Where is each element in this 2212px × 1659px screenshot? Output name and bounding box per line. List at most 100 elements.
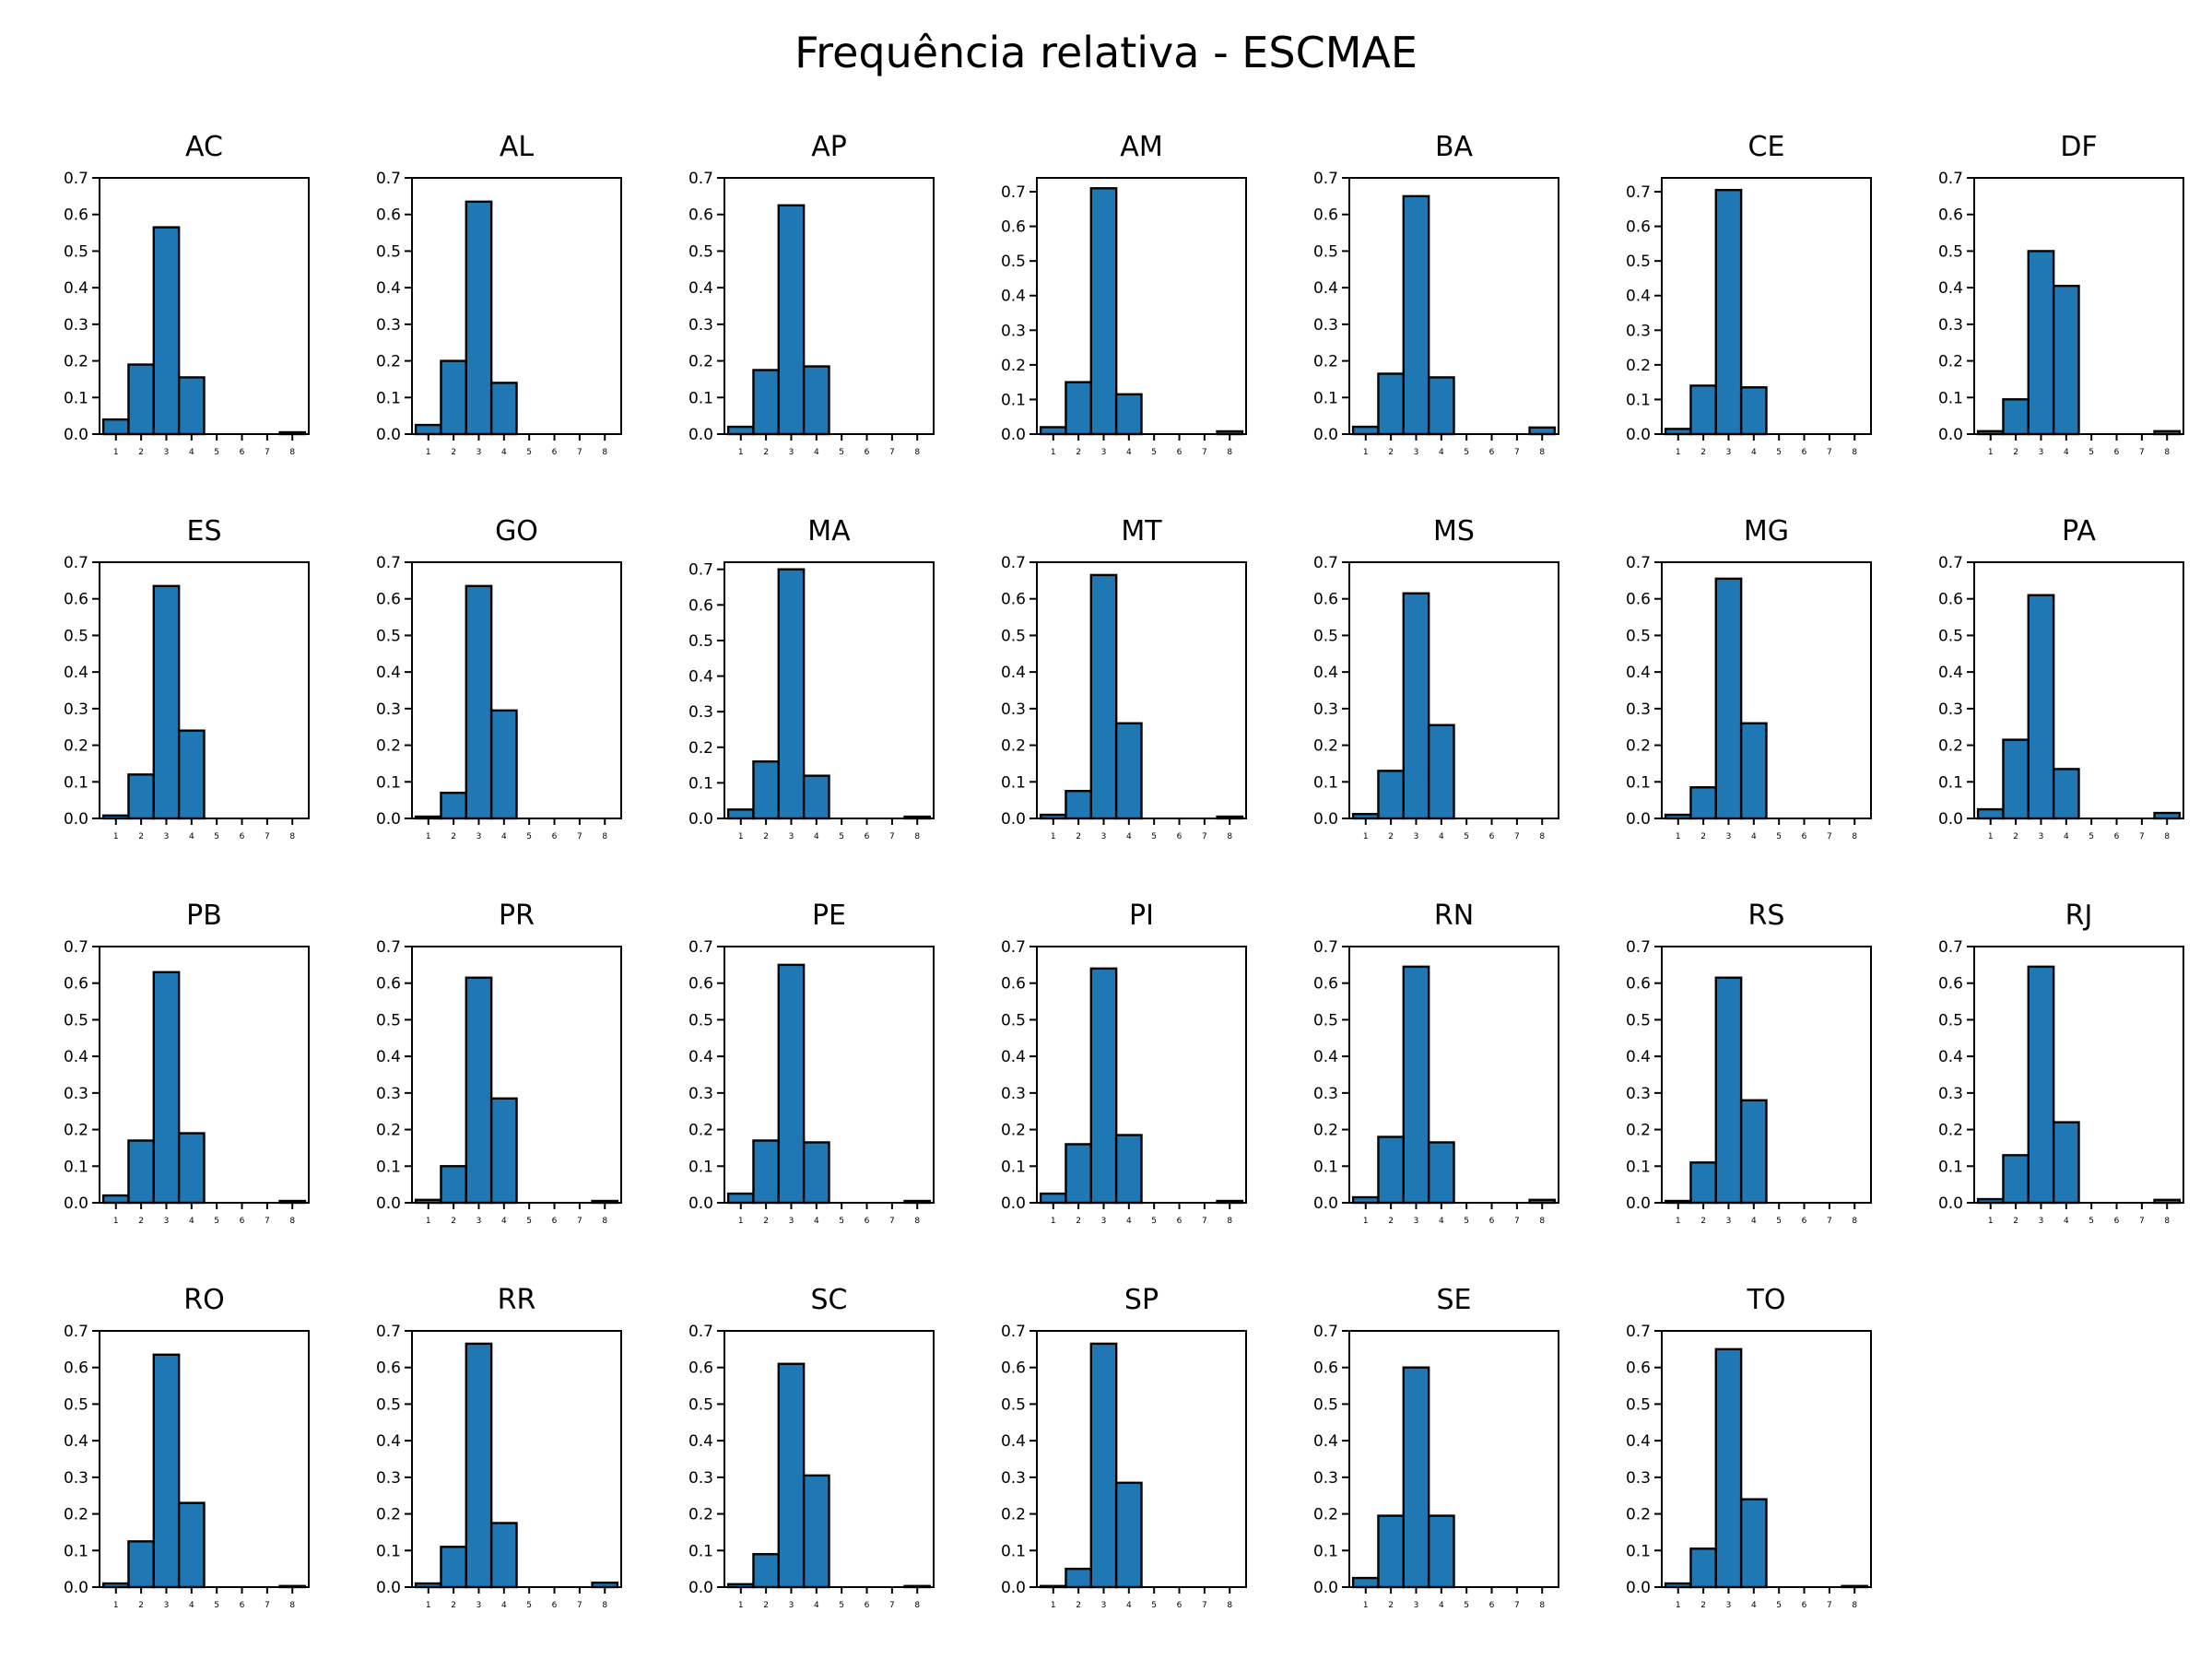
y-tick-label: 0.5 (1626, 627, 1651, 645)
bar-pe-1 (726, 1192, 755, 1205)
bar-df-4 (2052, 284, 2080, 436)
bar-es-4 (177, 729, 206, 820)
y-tick-label: 0.0 (688, 426, 713, 444)
x-tick-label: 6 (1489, 448, 1495, 457)
x-tick-label: 6 (1489, 1601, 1495, 1610)
x-tick-label: 5 (839, 448, 844, 457)
x-tick-label: 5 (1151, 1217, 1157, 1226)
x-tick-label: 5 (839, 1601, 844, 1610)
x-tick-label: 7 (577, 448, 582, 457)
x-tick-label: 6 (1177, 1601, 1182, 1610)
x-tick-label: 1 (1051, 1601, 1056, 1610)
subplot-title: DF (2060, 131, 2097, 163)
x-tick-label: 1 (426, 1217, 431, 1226)
subplot-rj: RJ 0.0 0.1 0.2 0.3 0.4 0.5 0.6 0.7 1 2 3 4 5 6 7 8 (1938, 900, 2184, 1226)
y-tick-label: 0.0 (1001, 1579, 1026, 1597)
y-tick-label: 0.6 (376, 206, 401, 225)
x-tick-label: 2 (451, 1217, 456, 1226)
y-tick-label: 0.0 (1938, 1194, 1963, 1213)
y-tick-label: 0.7 (1313, 938, 1338, 957)
x-tick-label: 4 (501, 448, 507, 457)
x-tick-label: 6 (240, 448, 245, 457)
y-tick-label: 0.3 (1001, 700, 1026, 719)
bar-pb-4 (177, 1132, 206, 1205)
y-tick-label: 0.4 (1001, 664, 1026, 682)
x-tick-label: 4 (1439, 448, 1444, 457)
y-tick-label: 0.0 (1313, 1194, 1338, 1213)
x-tick-label: 6 (240, 1601, 245, 1610)
bar-rs-4 (1739, 1099, 1768, 1205)
x-tick-label: 2 (1388, 1601, 1394, 1610)
bar-ma-1 (726, 808, 755, 820)
axes-frame (411, 946, 622, 1204)
y-tick-label: 0.2 (64, 737, 88, 756)
subplot-df: DF 0.0 0.1 0.2 0.3 0.4 0.5 0.6 0.7 1 2 3 4 5 6 7 8 (1938, 131, 2184, 457)
x-tick-label: 5 (214, 1601, 219, 1610)
bar-df-3 (2027, 250, 2055, 436)
y-tick-label: 0.1 (376, 1158, 401, 1176)
y-tick-label: 0.2 (1001, 1506, 1026, 1524)
x-tick-label: 7 (889, 832, 895, 841)
y-tick-label: 0.6 (1313, 975, 1338, 994)
x-tick-label: 7 (1202, 448, 1207, 457)
x-tick-label: 7 (1514, 1601, 1520, 1610)
x-tick-label: 2 (763, 1601, 769, 1610)
bar-ap-1 (726, 425, 755, 436)
bar-pr-4 (489, 1097, 518, 1205)
x-tick-label: 3 (789, 1217, 794, 1226)
y-tick-label: 0.6 (688, 1359, 713, 1378)
bar-mg-2 (1689, 786, 1718, 820)
y-tick-label: 0.5 (1938, 1011, 1963, 1030)
y-tick-label: 0.3 (1938, 700, 1963, 719)
y-tick-label: 0.1 (688, 774, 713, 793)
y-tick-label: 0.5 (1001, 253, 1026, 271)
y-tick-label: 0.7 (376, 938, 401, 957)
x-tick-label: 7 (265, 832, 270, 841)
bar-to-4 (1739, 1498, 1768, 1589)
y-tick-label: 0.2 (64, 1506, 88, 1524)
y-tick-label: 0.7 (1313, 170, 1338, 188)
y-tick-label: 0.1 (1001, 773, 1026, 792)
x-tick-label: 1 (1988, 448, 1994, 457)
y-tick-label: 0.2 (376, 1122, 401, 1140)
y-tick-label: 0.6 (1313, 591, 1338, 609)
y-tick-label: 0.0 (1626, 426, 1651, 444)
x-tick-label: 3 (477, 1217, 482, 1226)
y-tick-label: 0.5 (1938, 627, 1963, 645)
y-tick-label: 0.2 (1313, 1122, 1338, 1140)
y-tick-label: 0.4 (1313, 1432, 1338, 1451)
subplot-title: SC (811, 1284, 848, 1316)
bar-sp-4 (1114, 1481, 1143, 1589)
axes-frame (1348, 946, 1559, 1204)
y-tick-label: 0.1 (1313, 773, 1338, 792)
y-tick-label: 0.1 (688, 389, 713, 407)
x-tick-label: 4 (1126, 1217, 1132, 1226)
y-tick-label: 0.1 (376, 389, 401, 407)
y-tick-label: 0.6 (1938, 591, 1963, 609)
subplot-ba: BA 0.0 0.1 0.2 0.3 0.4 0.5 0.6 0.7 1 2 3 4 5 6 7 8 (1313, 131, 1559, 457)
bar-pe-2 (752, 1139, 781, 1205)
y-tick-label: 0.2 (1626, 357, 1651, 375)
bar-pi-3 (1089, 967, 1118, 1205)
y-tick-label: 0.1 (64, 1158, 88, 1176)
axes-frame (1036, 946, 1247, 1204)
y-tick-label: 0.7 (1001, 1323, 1026, 1341)
y-tick-label: 0.0 (1313, 810, 1338, 829)
y-tick-label: 0.4 (64, 664, 88, 682)
x-tick-label: 3 (1414, 448, 1419, 457)
x-tick-label: 7 (1514, 1217, 1520, 1226)
bar-rr-3 (465, 1342, 493, 1589)
x-tick-label: 5 (1464, 1217, 1469, 1226)
figure-title: Frequência relativa - ESCMAE (794, 28, 1418, 77)
x-tick-label: 6 (2114, 1217, 2120, 1226)
x-tick-label: 5 (1151, 448, 1157, 457)
subplot-go: GO 0.0 0.1 0.2 0.3 0.4 0.5 0.6 0.7 1 2 3 4 5 6 7 8 (376, 515, 622, 841)
x-tick-label: 4 (2064, 832, 2069, 841)
x-tick-label: 8 (289, 448, 295, 457)
x-tick-label: 8 (289, 1217, 295, 1226)
x-tick-label: 5 (1464, 448, 1469, 457)
bar-rn-2 (1377, 1135, 1406, 1205)
subplot-mt: MT 0.0 0.1 0.2 0.3 0.4 0.5 0.6 0.7 1 2 3 4 5 6 7 8 (1001, 515, 1247, 841)
y-tick-label: 0.3 (1001, 1469, 1026, 1488)
